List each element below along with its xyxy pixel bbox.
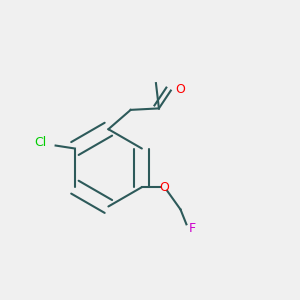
Text: O: O [175, 82, 185, 96]
Text: F: F [189, 222, 196, 235]
Text: O: O [159, 181, 169, 194]
Text: Cl: Cl [34, 136, 47, 149]
